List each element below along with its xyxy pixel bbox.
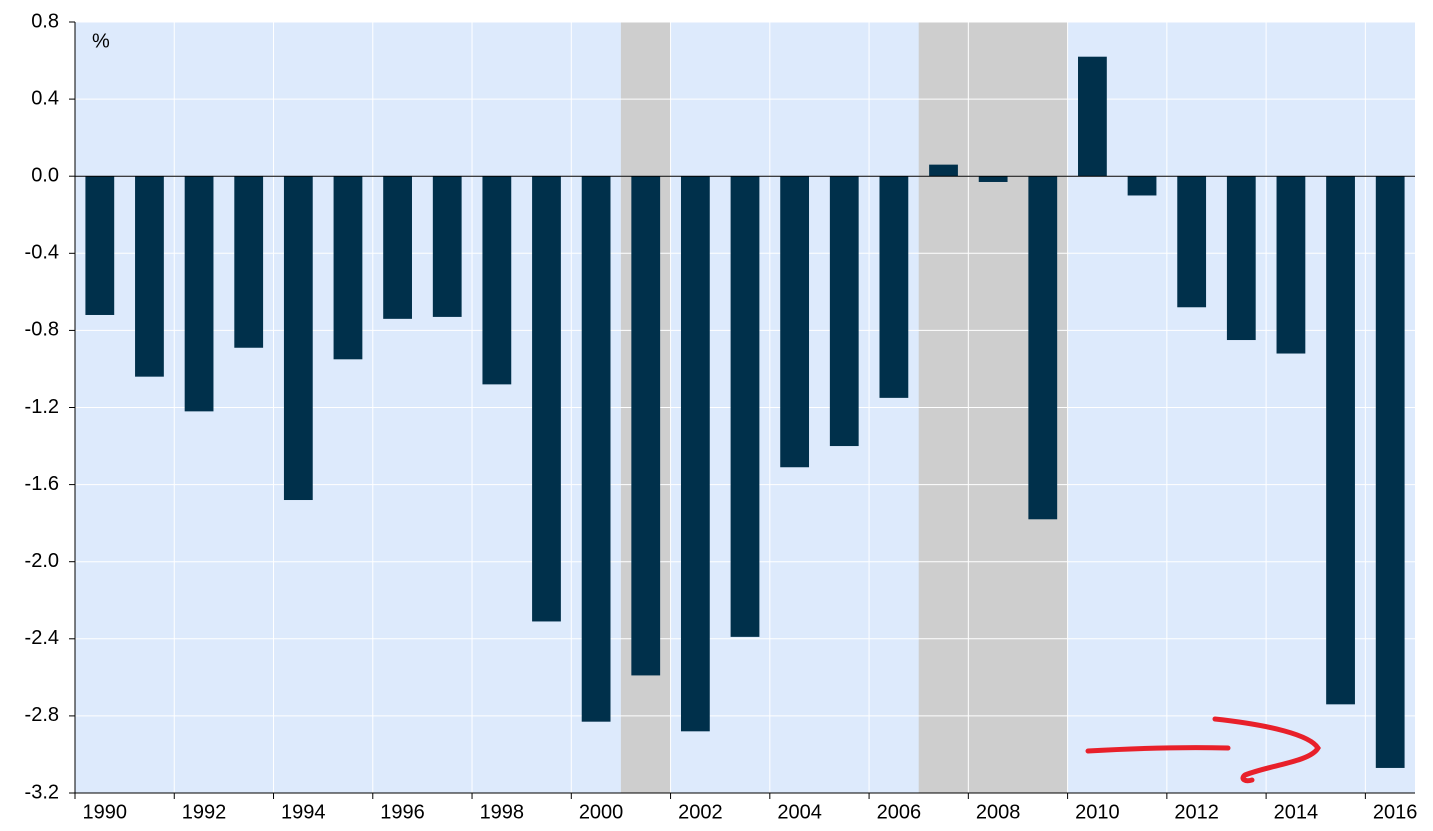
bar <box>1276 176 1306 354</box>
bar <box>333 176 363 360</box>
x-tick-label: 1992 <box>182 801 227 823</box>
y-tick-label: -1.2 <box>25 396 59 418</box>
x-tick-label: 2016 <box>1373 801 1418 823</box>
x-tick-label: 2000 <box>579 801 624 823</box>
y-tick-label: -2.8 <box>25 704 59 726</box>
bar <box>1177 176 1207 308</box>
x-tick-label: 2008 <box>976 801 1021 823</box>
y-tick-label: 0.0 <box>31 164 59 186</box>
bar <box>1375 176 1405 768</box>
bar <box>581 176 611 722</box>
x-tick-label: 1994 <box>281 801 326 823</box>
x-tick-label: 1996 <box>380 801 425 823</box>
y-tick-label: -3.2 <box>25 781 59 803</box>
bar <box>978 176 1008 182</box>
bar <box>879 176 909 398</box>
bar <box>532 176 561 622</box>
bar <box>482 176 512 385</box>
bar <box>1078 56 1107 177</box>
bar <box>829 176 859 447</box>
bar <box>383 176 412 319</box>
y-tick-label: -0.4 <box>25 242 59 264</box>
bar <box>1226 176 1256 341</box>
unit-label: % <box>92 30 110 52</box>
y-tick-label: -2.4 <box>25 627 59 649</box>
y-tick-label: 0.8 <box>31 10 59 32</box>
bar <box>1127 176 1157 196</box>
bar <box>184 176 214 412</box>
x-tick-label: 1998 <box>480 801 525 823</box>
x-tick-label: 1990 <box>83 801 128 823</box>
bar <box>85 176 115 315</box>
y-tick-label: -0.8 <box>25 319 59 341</box>
y-tick-label: -1.6 <box>25 473 59 495</box>
bar <box>432 176 462 317</box>
y-tick-label: -2.0 <box>25 550 59 572</box>
bar <box>680 176 710 732</box>
bar <box>730 176 760 637</box>
x-tick-label: 2010 <box>1075 801 1120 823</box>
bar <box>283 176 313 501</box>
bar <box>1028 176 1058 520</box>
x-tick-label: 2014 <box>1274 801 1319 823</box>
x-tick-label: 2004 <box>777 801 822 823</box>
y-tick-label: 0.4 <box>31 87 59 109</box>
bar <box>780 176 810 468</box>
bar <box>135 176 164 377</box>
x-tick-label: 2002 <box>678 801 723 823</box>
bar <box>929 164 958 177</box>
bar <box>234 176 264 348</box>
bar <box>1326 176 1355 705</box>
x-tick-label: 2006 <box>877 801 922 823</box>
bar <box>631 176 661 676</box>
x-tick-label: 2012 <box>1174 801 1219 823</box>
